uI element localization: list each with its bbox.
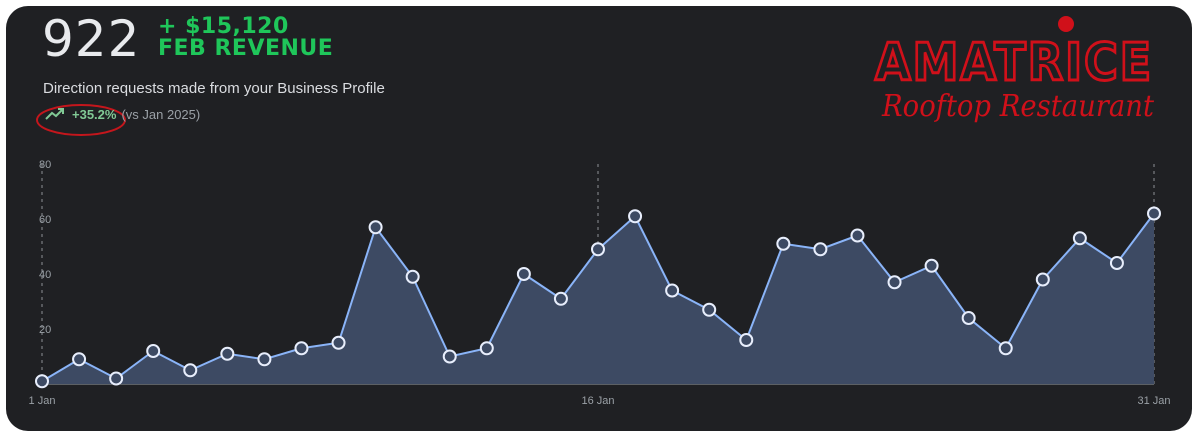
data-point[interactable] [405,269,420,284]
data-point[interactable] [850,228,865,243]
data-point[interactable] [1109,256,1124,270]
data-point[interactable] [479,341,494,356]
trend-percentage: +35.2% [72,106,117,122]
data-point[interactable] [553,291,568,306]
data-point[interactable] [924,258,939,273]
data-point[interactable] [739,333,754,347]
trend-comparison: (vs Jan 2025) [121,106,201,122]
data-point[interactable] [183,363,198,378]
data-point[interactable] [702,302,717,317]
x-tick-label: 1 Jan [29,395,56,407]
data-point[interactable] [961,311,976,325]
data-point[interactable] [368,220,383,235]
area-fill [42,213,1154,384]
metric-description: Direction requests made from your Busine… [43,80,385,97]
logo-wordmark: AMATRICE [875,33,1153,93]
y-tick-label: 20 [39,324,51,336]
data-point[interactable] [72,352,87,367]
data-point[interactable] [591,242,605,257]
x-tick-label: 31 Jan [1137,395,1170,407]
data-point[interactable] [294,341,309,356]
restaurant-logo: AMATRICE Rooftop Restaurant [874,16,1155,124]
y-tick-label: 80 [39,159,51,171]
data-point[interactable] [1147,206,1161,221]
y-tick-label: 40 [39,269,51,281]
data-point[interactable] [887,275,902,290]
data-point[interactable] [665,283,680,298]
data-point[interactable] [35,374,49,389]
x-tick-label: 16 Jan [581,395,614,407]
trending-up-icon [45,108,64,120]
highlight-circle [36,104,126,136]
logo-tagline: Rooftop Restaurant [881,89,1155,124]
data-point[interactable] [998,341,1013,356]
data-point[interactable] [813,242,828,257]
stats-card: 922 + $15,120 FEB REVENUE Direction requ… [6,6,1192,431]
revenue-amount: + $15,120 [158,14,289,39]
direction-requests-chart: 1 Jan 16 Jan 31 Jan 20 40 60 80 [29,159,1171,407]
trend-row: +35.2% (vs Jan 2025) [43,104,200,124]
data-point[interactable] [146,344,161,358]
data-point[interactable] [628,209,643,224]
data-point[interactable] [109,371,124,386]
data-point[interactable] [257,352,272,367]
data-point[interactable] [331,335,346,350]
metric-value: 922 [42,10,141,68]
data-point[interactable] [1072,231,1087,246]
revenue-label: FEB REVENUE [158,36,334,61]
data-point[interactable] [1035,272,1050,287]
data-point[interactable] [516,267,531,281]
y-tick-label: 60 [39,214,51,226]
data-point[interactable] [220,346,235,361]
data-point[interactable] [776,236,791,251]
data-point[interactable] [442,349,457,364]
